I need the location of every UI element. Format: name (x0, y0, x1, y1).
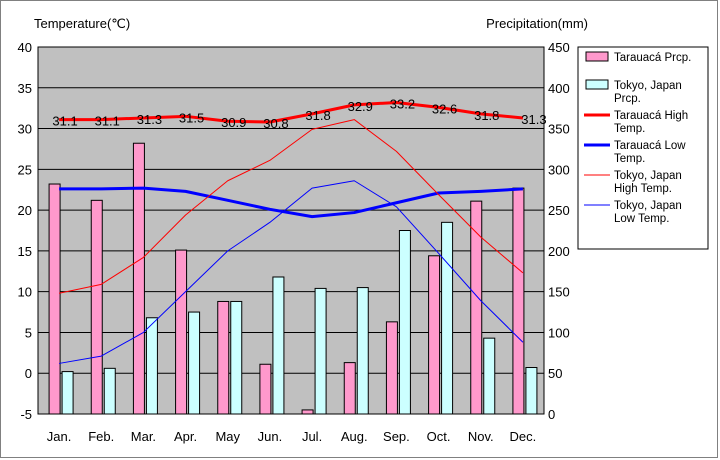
precip-bar-tarauaca (385, 321, 398, 415)
precip-bar-tarauaca (428, 255, 441, 415)
x-tick-label: May (215, 429, 240, 444)
x-tick-label: Sep. (383, 429, 410, 444)
data-label: 31.1 (95, 114, 120, 129)
right-tick-label: 450 (548, 40, 570, 55)
precip-bar-tokyo (103, 367, 116, 415)
x-tick-label: Oct. (427, 429, 451, 444)
axes: -505101520253035400501001502002503003504… (18, 40, 570, 444)
precip-bar-tarauaca (48, 183, 61, 415)
precip-bar-tokyo (314, 287, 327, 415)
left-tick-label: 25 (18, 162, 32, 177)
left-tick-label: 0 (25, 366, 32, 381)
right-tick-label: 0 (548, 407, 555, 422)
legend-label: Temp. (614, 153, 645, 165)
data-label: 31.5 (179, 110, 204, 125)
precip-bar-tarauaca (217, 300, 230, 415)
precip-bar-tokyo (230, 300, 243, 415)
legend-label: Tarauacá Low (614, 140, 686, 152)
precip-bar-tokyo (272, 276, 285, 415)
right-tick-label: 50 (548, 366, 562, 381)
x-tick-label: Aug. (341, 429, 368, 444)
data-label: 33.2 (390, 96, 415, 111)
legend-label: High Temp. (614, 183, 672, 195)
legend-swatch (585, 51, 609, 62)
legend: Tarauacá Prcp.Tokyo, JapanPrcp.Tarauacá … (577, 46, 709, 250)
data-label: 30.8 (263, 116, 288, 131)
left-tick-label: 30 (18, 122, 32, 137)
legend-swatch (585, 79, 609, 90)
legend-label: Low Temp. (614, 213, 669, 225)
legend-label: Tarauacá Prcp. (614, 52, 691, 64)
x-tick-label: Apr. (174, 429, 197, 444)
left-tick-label: 5 (25, 325, 32, 340)
precip-bar-tarauaca (175, 249, 188, 415)
x-tick-label: Mar. (131, 429, 156, 444)
data-label: 31.3 (521, 112, 546, 127)
right-tick-label: 100 (548, 325, 570, 340)
legend-label: Tokyo, Japan (614, 170, 682, 182)
precip-bar-tarauaca (512, 187, 525, 415)
right-tick-label: 350 (548, 122, 570, 137)
left-tick-label: 15 (18, 244, 32, 259)
precip-bar-tokyo (188, 311, 201, 415)
temp-line-0 (59, 100, 524, 124)
precip-bar-tokyo (398, 230, 411, 415)
data-label: 31.1 (52, 114, 77, 129)
x-tick-label: Jun. (258, 429, 283, 444)
x-tick-label: Dec. (510, 429, 537, 444)
legend-label: Prcp. (614, 93, 641, 105)
right-tick-label: 150 (548, 285, 570, 300)
temp-line-2 (58, 119, 524, 294)
data-label: 32.9 (348, 99, 373, 114)
precip-bar-tokyo (356, 287, 369, 415)
legend-label: Tokyo, Japan (614, 80, 682, 92)
data-label: 31.8 (474, 108, 499, 123)
precip-bar-tarauaca (301, 409, 314, 415)
precip-bar-tokyo (525, 367, 538, 415)
plot-border (37, 46, 545, 415)
data-label: 30.9 (221, 115, 246, 130)
left-tick-label: 10 (18, 285, 32, 300)
data-label: 31.8 (305, 108, 330, 123)
precip-bar-tarauaca (343, 362, 356, 415)
temp-line-1 (59, 186, 524, 219)
legend-label: Tokyo, Japan (614, 200, 682, 212)
precip-bar-tokyo (145, 317, 158, 415)
x-tick-label: Jul. (302, 429, 322, 444)
left-tick-label: 40 (18, 40, 32, 55)
data-labels: 31.1 31.1 31.3 31.5 30.9 30.8 31.8 32.9 33.2 32.6… (52, 96, 546, 131)
right-axis-title: Precipitation(mm) (486, 16, 588, 31)
left-tick-label: -5 (20, 407, 32, 422)
x-tick-label: Jan. (47, 429, 72, 444)
gridlines (38, 87, 544, 374)
left-tick-label: 20 (18, 203, 32, 218)
right-tick-label: 200 (548, 244, 570, 259)
left-tick-label: 35 (18, 81, 32, 96)
right-tick-label: 300 (548, 162, 570, 177)
legend-label: Tarauacá High (614, 110, 688, 122)
precip-bar-tokyo (61, 371, 74, 415)
temp-line-3 (58, 180, 524, 364)
precip-bar-tokyo (441, 221, 454, 415)
right-tick-label: 400 (548, 81, 570, 96)
x-tick-label: Nov. (468, 429, 494, 444)
precip-bar-tarauaca (132, 142, 145, 415)
data-label: 32.6 (432, 101, 457, 116)
precip-bar-tarauaca (259, 363, 272, 415)
precip-bar-tarauaca (90, 199, 103, 415)
data-label: 31.3 (137, 112, 162, 127)
x-tick-label: Feb. (88, 429, 114, 444)
legend-label: Temp. (614, 123, 645, 135)
left-axis-title: Temperature(℃) (34, 16, 130, 31)
temperature-lines (58, 100, 524, 364)
plot-area (38, 47, 544, 414)
precip-bar-tokyo (483, 337, 496, 415)
right-tick-label: 250 (548, 203, 570, 218)
